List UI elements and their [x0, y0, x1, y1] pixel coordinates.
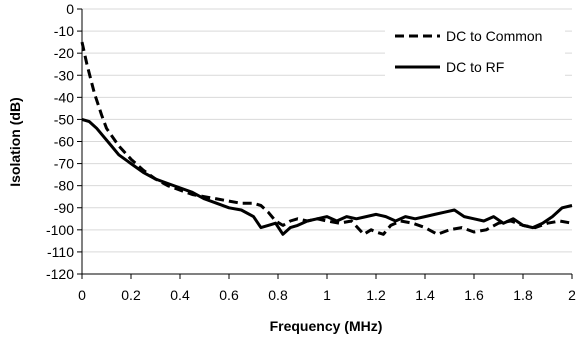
y-tick-label-6: -60	[54, 134, 74, 150]
x-tick-label-6: 1.2	[366, 287, 386, 303]
x-tick-labels: 0 0.2 0.4 0.6 0.8 1 1.2 1.4 1.6 1.8 2	[78, 274, 576, 303]
x-axis-title: Frequency (MHz)	[270, 318, 383, 334]
y-tick-label-0: 0	[66, 1, 74, 17]
series-lines	[80, 41, 573, 236]
legend-label-dc-to-rf: DC to RF	[446, 59, 504, 75]
x-tick-label-2: 0.4	[170, 287, 190, 303]
y-tick-label-2: -20	[54, 45, 74, 61]
x-tick-label-7: 1.4	[415, 287, 435, 303]
y-tick-label-9: -90	[54, 200, 74, 216]
x-tick-label-4: 0.8	[268, 287, 288, 303]
series-line-dc-to-rf	[81, 117, 573, 236]
y-tick-label-7: -70	[54, 156, 74, 172]
y-tick-label-12: -120	[46, 266, 74, 282]
x-tick-label-8: 1.6	[464, 287, 484, 303]
x-tick-label-5: 1	[323, 287, 331, 303]
y-tick-labels: 0 -10 -20 -30 -40 -50 -60 -70 -80 -90 -100 -110 -120	[46, 1, 82, 282]
y-tick-label-1: -10	[54, 23, 74, 39]
grid-lines	[82, 8, 572, 253]
y-tick-label-4: -40	[54, 89, 74, 105]
x-tick-label-3: 0.6	[219, 287, 239, 303]
x-tick-label-1: 0.2	[121, 287, 141, 303]
y-tick-label-3: -30	[54, 67, 74, 83]
legend-label-dc-to-common: DC to Common	[446, 28, 542, 44]
legend: DC to Common DC to RF	[385, 19, 565, 83]
x-tick-label-9: 1.8	[513, 287, 533, 303]
legend-background	[385, 19, 565, 83]
x-tick-label-10: 2	[568, 287, 576, 303]
y-tick-label-8: -80	[54, 178, 74, 194]
y-axis-title: Isolation (dB)	[7, 97, 23, 186]
x-tick-label-0: 0	[78, 287, 86, 303]
y-tick-label-11: -110	[47, 244, 74, 260]
y-tick-label-5: -50	[54, 111, 74, 127]
y-tick-label-10: -100	[46, 222, 74, 238]
